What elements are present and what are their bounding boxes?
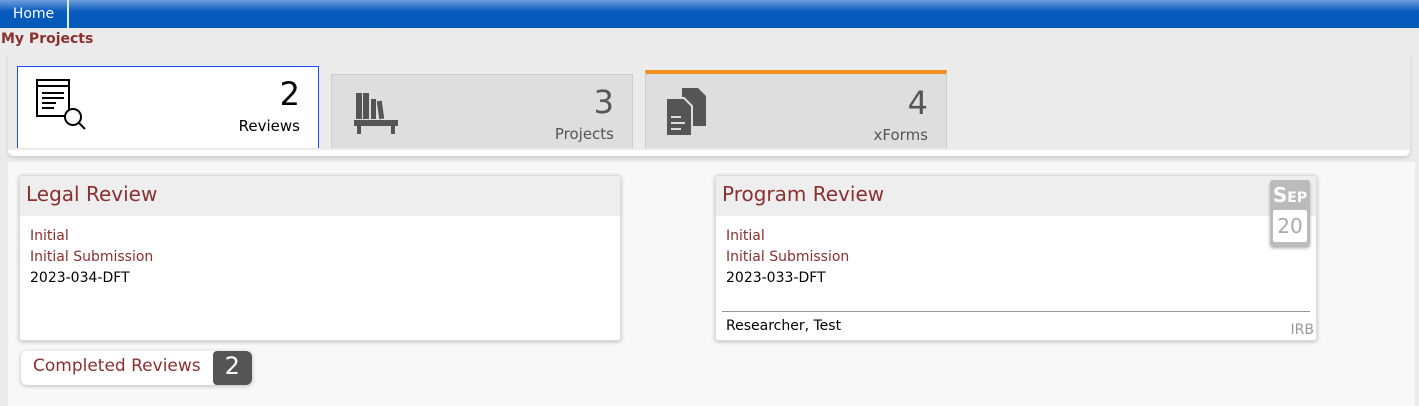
date-day: 20: [1273, 210, 1307, 242]
top-nav-bar: Home: [0, 0, 1419, 28]
card-title: Legal Review: [20, 176, 620, 216]
reviews-count: 2: [279, 75, 300, 113]
card-status: Initial: [726, 228, 765, 244]
completed-reviews-button[interactable]: Completed Reviews 2: [21, 351, 252, 385]
card-status: Initial: [30, 228, 69, 244]
bookshelf-icon: [354, 93, 398, 134]
tab-reviews[interactable]: 2 Reviews: [17, 66, 319, 148]
card-type: Initial Submission: [30, 249, 154, 265]
date-month: Sep: [1272, 183, 1308, 207]
date-badge: Sep 20: [1270, 180, 1310, 246]
nav-home[interactable]: Home: [0, 0, 69, 28]
projects-label: Projects: [554, 125, 614, 143]
xforms-label: xForms: [873, 126, 928, 144]
projects-count: 3: [593, 83, 614, 121]
review-card[interactable]: Program Review Initial Initial Submissio…: [715, 175, 1317, 341]
card-researcher: Researcher, Test: [722, 311, 1310, 340]
card-id: 2023-034-DFT: [30, 270, 130, 286]
xforms-count: 4: [907, 84, 928, 122]
documents-icon: [666, 88, 706, 136]
review-card[interactable]: Legal Review Initial Initial Submission …: [19, 175, 621, 341]
card-type: Initial Submission: [726, 249, 850, 265]
reviews-label: Reviews: [238, 117, 300, 135]
tab-projects[interactable]: 3 Projects: [331, 74, 633, 148]
completed-reviews-count: 2: [212, 351, 252, 385]
completed-reviews-label: Completed Reviews: [33, 356, 201, 376]
card-id: 2023-033-DFT: [726, 270, 826, 286]
tab-xforms[interactable]: 4 xForms: [645, 70, 947, 148]
card-title: Program Review: [716, 176, 1316, 216]
review-search-icon: [36, 79, 86, 130]
irb-logo-broken-image: IRB: [1290, 322, 1314, 338]
page-title: My Projects: [1, 31, 94, 47]
